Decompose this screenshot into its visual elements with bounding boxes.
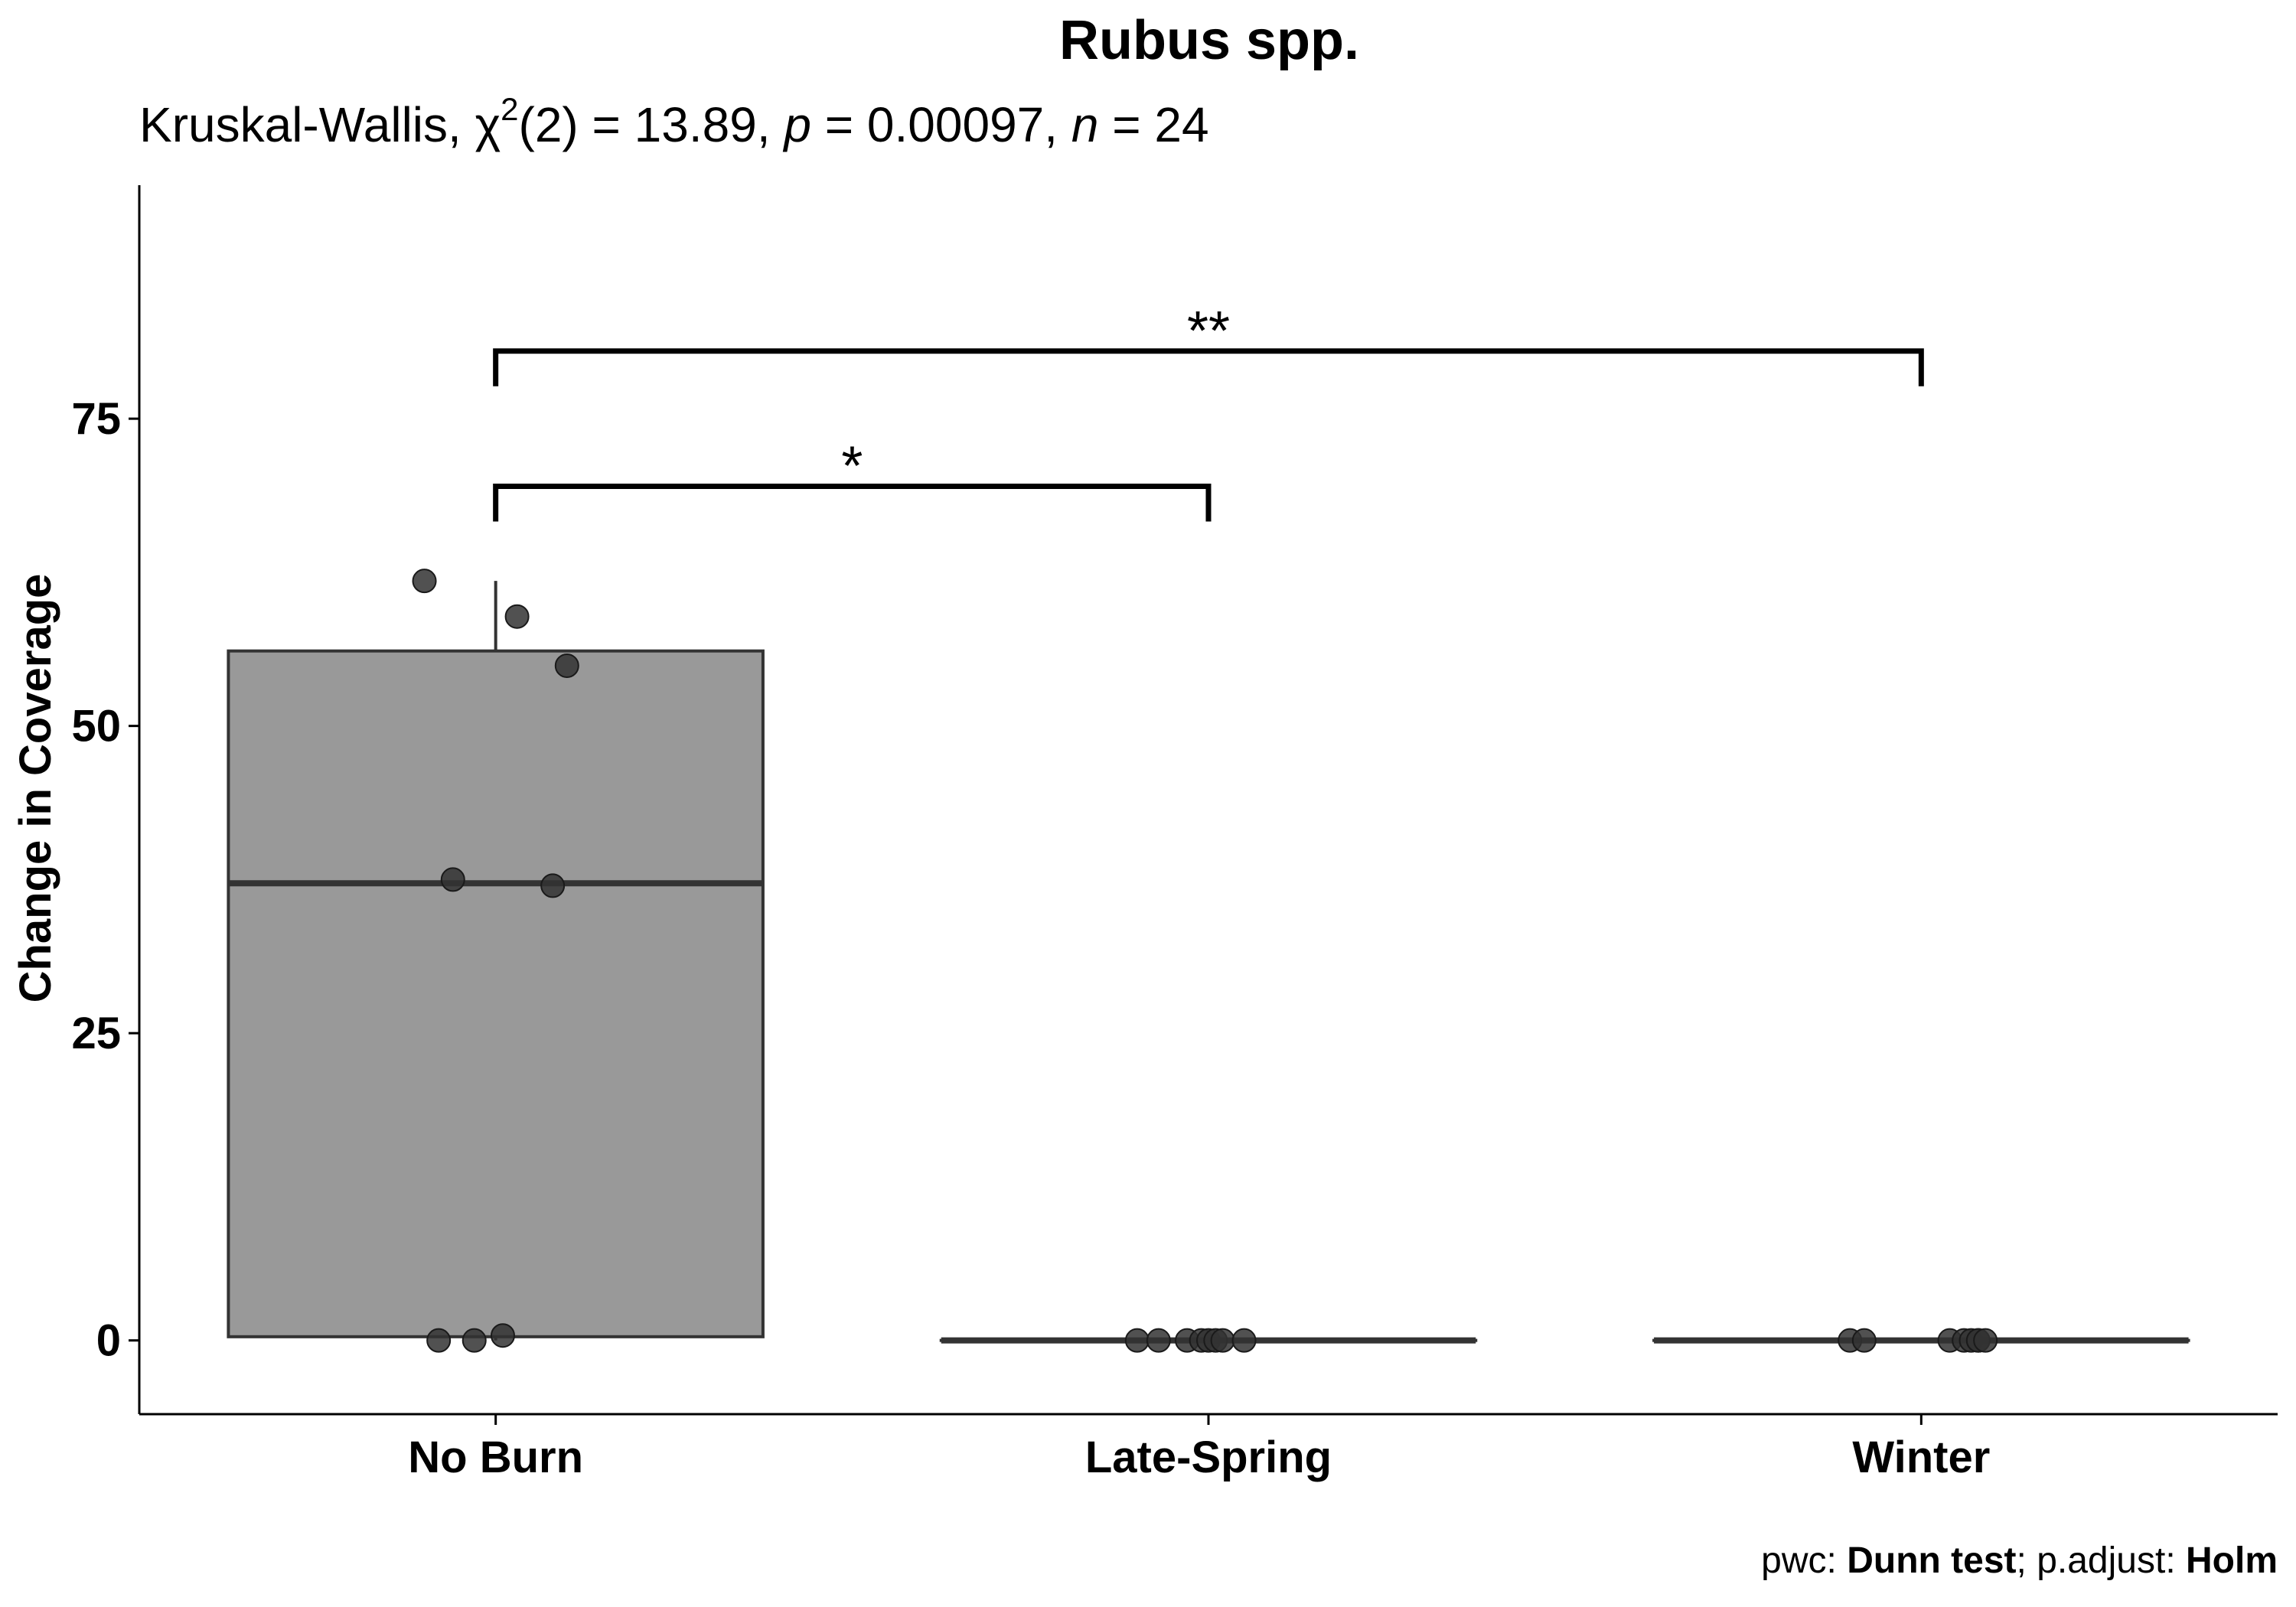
caption-adjust-method: Holm: [2186, 1540, 2278, 1581]
data-point-no-burn: [412, 569, 437, 594]
data-point-winter: [1851, 1328, 1877, 1353]
data-point-late-spring: [1231, 1328, 1257, 1353]
data-point-no-burn: [440, 867, 465, 892]
subtitle-n-value: = 24: [1098, 97, 1209, 152]
data-point-no-burn: [490, 1323, 515, 1348]
chart-caption: pwc: Dunn test; p.adjust: Holm: [1761, 1540, 2278, 1582]
x-tick-label: Winter: [1852, 1433, 1990, 1482]
points-layer: [412, 569, 1998, 1353]
comparison-bracket-2: [493, 348, 1924, 386]
x-tick-label: Late-Spring: [1085, 1433, 1332, 1482]
data-point-no-burn: [540, 873, 566, 898]
axes-layer: 0 25 50 75 No Burn Late-Spring Winter: [71, 185, 2278, 1482]
subtitle-n-symbol: n: [1071, 97, 1099, 152]
y-tick-label: 0: [96, 1316, 121, 1366]
data-point-winter: [1973, 1328, 1998, 1353]
caption-test-name: Dunn test: [1847, 1540, 2017, 1581]
data-point-no-burn: [461, 1328, 487, 1353]
caption-adjust-label: ; p.adjust:: [2016, 1540, 2186, 1581]
y-tick-label: 75: [71, 394, 121, 444]
data-point-late-spring: [1124, 1328, 1150, 1353]
y-tick-label: 25: [71, 1009, 121, 1058]
boxes-layer: [227, 581, 2190, 1344]
data-point-late-spring: [1210, 1328, 1235, 1353]
subtitle-df: (2) = 13.89,: [518, 97, 784, 152]
subtitle-superscript: 2: [501, 91, 519, 127]
data-point-no-burn: [426, 1328, 452, 1353]
caption-pwc-label: pwc:: [1761, 1540, 1848, 1581]
data-point-late-spring: [1146, 1328, 1171, 1353]
subtitle-p-symbol: p: [784, 97, 811, 152]
y-axis-label: Change in Coverage: [11, 574, 60, 1003]
box-no-burn: [227, 649, 765, 1338]
significance-label-2: **: [1187, 301, 1230, 362]
data-point-no-burn: [504, 604, 530, 629]
significance-layer: ***: [493, 301, 1924, 522]
subtitle-p-value: = 0.00097,: [810, 97, 1071, 152]
comparison-bracket-1: [493, 483, 1212, 522]
subtitle-prefix: Kruskal-Wallis, χ: [139, 97, 501, 152]
chart-title: Rubus spp.: [1059, 10, 1359, 71]
chart-subtitle: Kruskal-Wallis, χ2(2) = 13.89, p = 0.000…: [139, 93, 1209, 153]
data-point-no-burn: [554, 653, 579, 678]
y-tick-label: 50: [71, 702, 121, 751]
x-tick-label: No Burn: [408, 1433, 583, 1482]
significance-label-1: *: [841, 435, 863, 497]
